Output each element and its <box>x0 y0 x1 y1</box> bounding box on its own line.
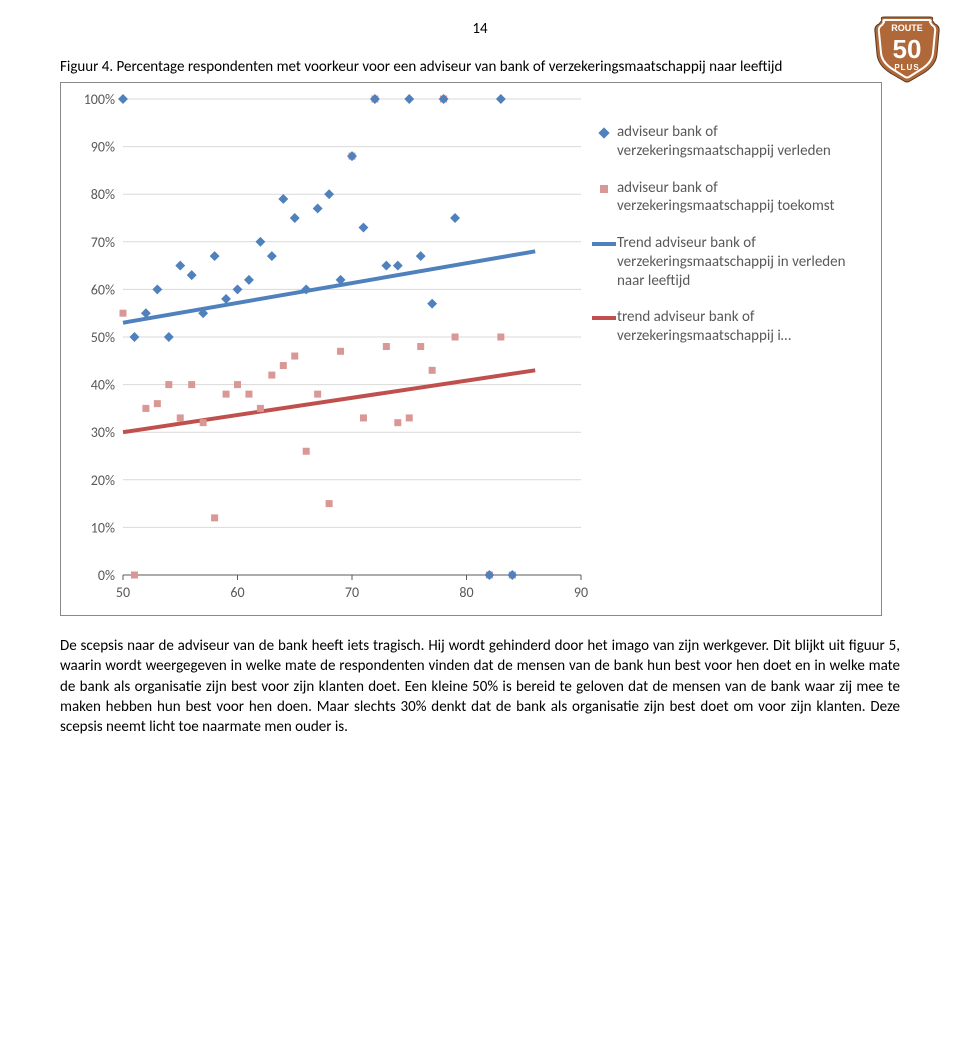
route-50-plus-logo: ROUTE 50 PLUS <box>872 14 942 84</box>
legend-label-future: adviseur bank of verzekeringsmaatschappi… <box>617 179 873 217</box>
svg-text:80: 80 <box>459 584 473 601</box>
legend-label-past: adviseur bank of verzekeringsmaatschappi… <box>617 123 873 161</box>
svg-text:0%: 0% <box>98 567 115 584</box>
legend-label-trend-past: Trend adviseur bank of verzekeringsmaats… <box>617 234 873 290</box>
svg-text:50%: 50% <box>91 329 115 346</box>
logo-plus-text: PLUS <box>894 63 919 72</box>
svg-text:20%: 20% <box>91 472 115 489</box>
svg-text:90%: 90% <box>91 139 115 156</box>
svg-text:10%: 10% <box>91 519 115 536</box>
logo-route-text: ROUTE <box>891 23 923 33</box>
figure-caption: Figuur 4. Percentage respondenten met vo… <box>60 58 900 76</box>
scatter-chart: 0% 10% 20% 30% 40% 50% 60% 70% 80% 90% 100% 50 60 70 8… <box>67 89 591 609</box>
legend-item-trend-past: Trend adviseur bank of verzekeringsmaats… <box>591 234 873 290</box>
line-icon <box>591 234 617 254</box>
chart-container: 0% 10% 20% 30% 40% 50% 60% 70% 80% 90% 100% 50 60 70 8… <box>60 82 882 616</box>
legend-item-past: adviseur bank of verzekeringsmaatschappi… <box>591 123 873 161</box>
svg-text:70: 70 <box>345 584 359 601</box>
svg-text:90: 90 <box>574 584 588 601</box>
svg-text:60%: 60% <box>91 281 115 298</box>
svg-text:60: 60 <box>230 584 244 601</box>
svg-text:50: 50 <box>116 584 130 601</box>
chart-legend: adviseur bank of verzekeringsmaatschappi… <box>591 83 881 615</box>
page-number: 14 <box>60 20 900 38</box>
square-icon <box>591 179 617 199</box>
legend-item-future: adviseur bank of verzekeringsmaatschappi… <box>591 179 873 217</box>
svg-text:30%: 30% <box>91 424 115 441</box>
svg-text:70%: 70% <box>91 234 115 251</box>
svg-text:40%: 40% <box>91 377 115 394</box>
logo-50-text: 50 <box>893 34 922 64</box>
svg-text:100%: 100% <box>84 91 115 108</box>
legend-item-trend-future: trend adviseur bank of verzekeringsmaats… <box>591 308 873 346</box>
diamond-icon <box>591 123 617 143</box>
line-icon <box>591 308 617 328</box>
legend-label-trend-future: trend adviseur bank of verzekeringsmaats… <box>617 308 873 346</box>
svg-text:80%: 80% <box>91 186 115 203</box>
body-paragraph: De scepsis naar de adviseur van de bank … <box>60 636 900 737</box>
